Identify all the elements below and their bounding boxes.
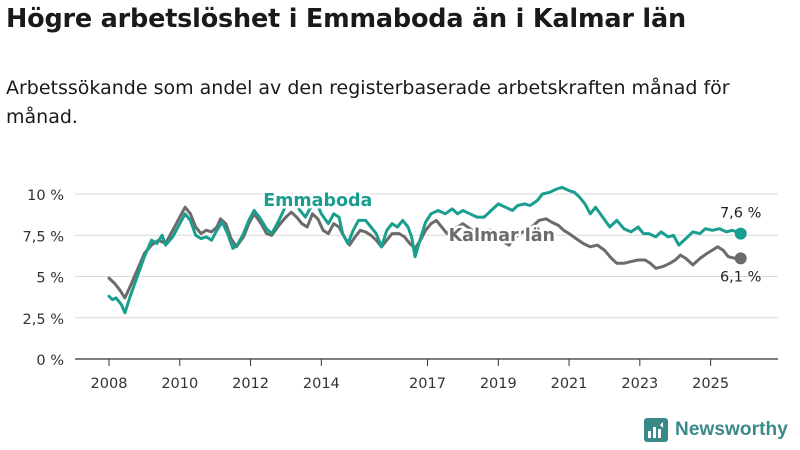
y-tick-label-0: 0 % xyxy=(36,353,64,369)
x-tick-label-3: 2014 xyxy=(303,376,340,392)
chart-title: Högre arbetslöshet i Emmaboda än i Kalma… xyxy=(6,4,686,34)
y-tick-label-2: 5 % xyxy=(36,271,64,287)
series-labels: Emmaboda Kalmar län 7,6 % 6,1 % xyxy=(261,189,762,286)
series-end-dot-emmaboda xyxy=(734,227,747,240)
brand-name: Newsworthy xyxy=(675,419,788,440)
x-tick-label-8: 2025 xyxy=(692,376,729,392)
chart-subtitle: Arbetssökande som andel av den registerb… xyxy=(6,77,730,128)
x-axis: 2008 2010 2012 2014 2017 2019 2021 2023 2025 xyxy=(91,359,729,392)
x-tick-label-2: 2012 xyxy=(232,376,269,392)
line-chart: 0 % 2,5 % 5 % 7,5 % 10 % 2008 2010 2012 2014 201… xyxy=(23,185,778,392)
x-tick-label-7: 2023 xyxy=(621,376,658,392)
series-lines xyxy=(107,185,747,315)
end-value-label-kalmar-lan: 6,1 % xyxy=(720,269,761,285)
series-end-dot-kalmar-lan xyxy=(734,252,747,265)
x-tick-label-4: 2017 xyxy=(409,376,446,392)
end-value-label-emmaboda: 7,6 % xyxy=(720,206,761,222)
grid-lines xyxy=(75,193,778,360)
x-tick-label-1: 2010 xyxy=(161,376,198,392)
x-tick-label-0: 2008 xyxy=(91,376,128,392)
y-tick-label-3: 7,5 % xyxy=(23,229,64,245)
y-tick-label-1: 2,5 % xyxy=(23,312,64,328)
series-line-emmaboda xyxy=(107,185,743,315)
y-tick-label-4: 10 % xyxy=(27,188,64,204)
bar-chart-logo-icon xyxy=(644,418,668,442)
x-tick-label-6: 2021 xyxy=(551,376,588,392)
newsworthy-logo: Newsworthy xyxy=(644,418,788,442)
x-tick-label-5: 2019 xyxy=(480,376,517,392)
y-axis: 0 % 2,5 % 5 % 7,5 % 10 % xyxy=(23,188,64,369)
series-label-kalmar-lan: Kalmar län xyxy=(449,226,555,246)
series-label-emmaboda: Emmaboda xyxy=(263,191,372,211)
